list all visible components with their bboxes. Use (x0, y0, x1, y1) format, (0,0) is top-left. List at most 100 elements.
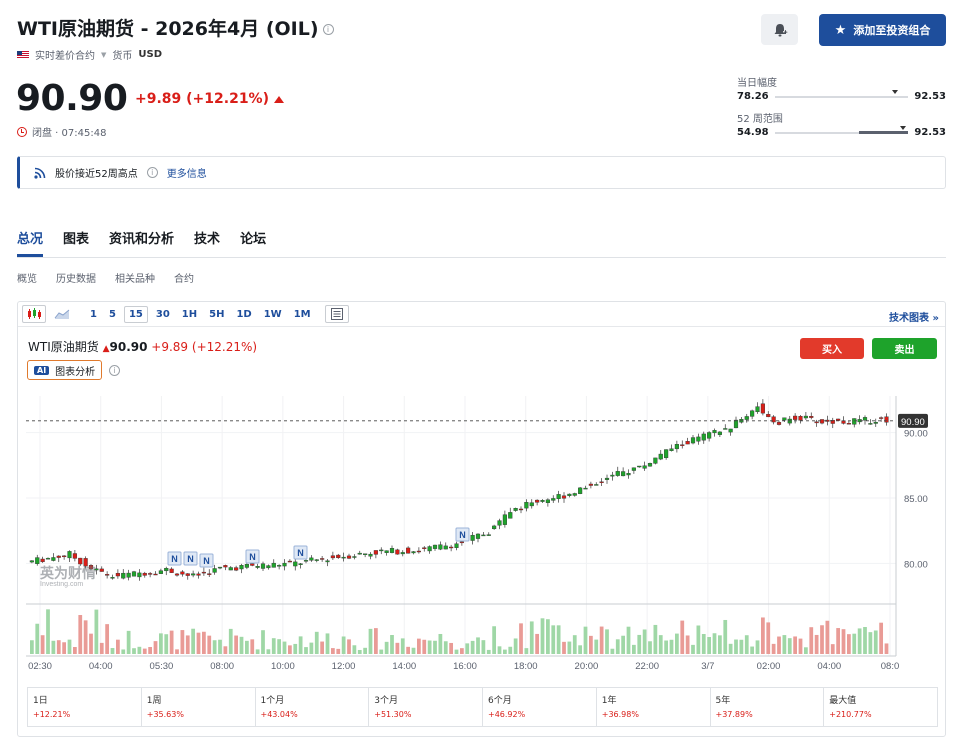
volume-bar (798, 638, 803, 654)
tab-forum[interactable]: 论坛 (240, 232, 267, 247)
timeframe-5[interactable]: 5 (108, 308, 116, 320)
candle (470, 534, 475, 541)
table-view-icon[interactable] (324, 305, 349, 323)
subtab-contracts[interactable]: 合约 (174, 274, 194, 285)
info-icon[interactable]: i (146, 167, 158, 178)
volume-bar (62, 642, 67, 654)
subtab-history[interactable]: 历史数据 (56, 274, 96, 285)
subtab-overview[interactable]: 概览 (17, 274, 37, 285)
candle (814, 421, 819, 424)
candle (508, 512, 513, 519)
candle (793, 415, 798, 420)
news-marker-label: N (171, 554, 178, 564)
candle (395, 549, 400, 555)
ai-chart-analysis-button[interactable]: AI 图表分析 (27, 360, 103, 380)
buy-button[interactable]: 买入 (800, 338, 864, 359)
rss-icon (34, 167, 46, 179)
candle (535, 499, 540, 503)
timeframe-30[interactable]: 30 (155, 308, 170, 320)
candle (513, 508, 518, 511)
performance-cell[interactable]: 1周 +35.63% (142, 688, 256, 726)
performance-cell[interactable]: 1年 +36.98% (597, 688, 711, 726)
tab-news-analysis[interactable]: 资讯和分析 (109, 232, 175, 247)
timeframe-1m[interactable]: 1M (293, 308, 311, 320)
performance-cell[interactable]: 5年 +37.89% (711, 688, 825, 726)
volume-bar (83, 620, 88, 654)
candle (621, 471, 626, 477)
candle (868, 423, 873, 425)
chevron-down-icon[interactable]: ▼ (101, 50, 107, 59)
volume-bar (427, 640, 432, 654)
volume-bar (56, 640, 61, 654)
chart-change: +9.89 (+12.21%) (151, 340, 258, 354)
timeframe-1w[interactable]: 1W (263, 308, 282, 320)
volume-bar (626, 626, 631, 654)
performance-cell[interactable]: 1日 +12.21% (28, 688, 142, 726)
candle (234, 567, 239, 571)
info-icon[interactable]: i (109, 365, 120, 376)
volume-bar (868, 632, 873, 654)
candlestick-type-icon[interactable] (22, 305, 46, 323)
candle (325, 560, 330, 563)
performance-cell[interactable]: 最大值 +210.77% (824, 688, 937, 726)
volume-bar (341, 636, 346, 654)
volume-bar (175, 649, 179, 654)
candle (658, 453, 663, 460)
technical-chart-link[interactable]: 技术图表 » (889, 313, 939, 324)
candle (454, 543, 459, 548)
candle (164, 568, 169, 572)
volume-bar (701, 633, 706, 654)
timeframe-5h[interactable]: 5H (209, 308, 225, 320)
volume-bar (884, 643, 889, 654)
tab-overview[interactable]: 总况 (17, 228, 44, 257)
candle (637, 465, 642, 468)
volume-bar (132, 648, 136, 654)
candle (67, 551, 72, 559)
day-range: 当日幅度 78.26 92.53 (737, 74, 946, 102)
price-chart[interactable]: 02:30 04:00 05:30 08:00 10:00 12:00 14:00 16:00… (18, 386, 945, 686)
candle (647, 463, 653, 467)
candle (346, 555, 352, 559)
alert-button[interactable] (761, 14, 798, 45)
timeframe-1[interactable]: 1 (90, 308, 97, 320)
info-icon[interactable]: i (322, 24, 334, 35)
more-info-link[interactable]: 更多信息 (166, 169, 207, 180)
volume-bar (148, 646, 153, 654)
timeframe-1h[interactable]: 1H (181, 308, 198, 320)
tab-technical[interactable]: 技术 (194, 232, 221, 247)
candle (309, 557, 314, 561)
candle (518, 508, 524, 511)
subtab-related[interactable]: 相关品种 (115, 274, 155, 285)
candle (201, 571, 206, 574)
performance-cell[interactable]: 1个月 +43.04% (256, 688, 370, 726)
timeframe-15[interactable]: 15 (123, 305, 148, 323)
volume-bar (804, 647, 808, 654)
add-to-portfolio-button[interactable]: ★ 添加至投资组合 (819, 14, 946, 46)
ai-badge: AI (34, 365, 50, 375)
volume-bar (363, 647, 368, 654)
candle (223, 565, 228, 568)
sell-button[interactable]: 卖出 (872, 338, 937, 359)
timeframe-1d[interactable]: 1D (236, 308, 252, 320)
candle (819, 419, 825, 424)
performance-period: 1周 (146, 696, 162, 706)
candle (271, 562, 276, 568)
area-chart-icon[interactable] (50, 305, 74, 323)
chart-toolbar: 1 5 15 30 1H 5H 1D 1W 1M 技术图表 » (18, 302, 945, 327)
candle (540, 500, 545, 502)
volume-bar (750, 646, 755, 654)
performance-cell[interactable]: 3个月 +51.30% (369, 688, 483, 726)
tab-chart[interactable]: 图表 (63, 232, 90, 247)
performance-period: 1个月 (260, 696, 285, 706)
volume-bar (331, 648, 335, 654)
candle (744, 416, 749, 420)
performance-cell[interactable]: 6个月 +46.92% (483, 688, 597, 726)
volume-bar (30, 640, 34, 654)
candle (400, 552, 405, 555)
y-tick-label: 80.00 (904, 559, 928, 570)
currency-label: 货币 (112, 51, 133, 62)
candle (121, 572, 126, 579)
candle (368, 553, 373, 557)
contract-type[interactable]: 实时差价合约 (35, 51, 95, 62)
volume-bar (196, 632, 201, 654)
